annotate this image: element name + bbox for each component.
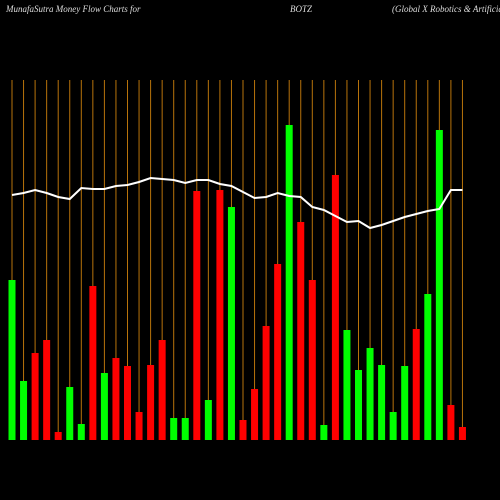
chart-title-left: MunafaSutra Money Flow Charts for <box>5 4 141 14</box>
bar <box>412 329 420 440</box>
bar <box>43 340 51 440</box>
bar <box>216 190 224 440</box>
bar <box>181 418 189 440</box>
bar <box>66 387 74 440</box>
bar <box>8 280 16 440</box>
bar <box>204 400 212 440</box>
bar <box>251 389 259 440</box>
bar <box>135 412 143 440</box>
bar <box>54 432 62 440</box>
bar <box>320 425 328 440</box>
bar <box>331 175 339 440</box>
bar <box>77 424 85 440</box>
bar <box>20 381 28 440</box>
bar <box>458 427 466 440</box>
bar <box>239 420 247 440</box>
bar <box>89 286 97 440</box>
chart-title-right: (Global X Robotics & Artificial <box>392 4 500 14</box>
bar <box>285 125 293 440</box>
bar <box>297 222 305 440</box>
bar <box>124 366 131 440</box>
bar <box>170 418 178 440</box>
bar <box>227 207 235 440</box>
bar <box>100 373 108 440</box>
bar <box>193 191 201 440</box>
bar <box>389 412 397 440</box>
bar <box>435 130 443 440</box>
bar <box>355 370 362 440</box>
bar <box>147 365 155 440</box>
bar <box>308 280 316 440</box>
bar <box>343 330 351 440</box>
bar <box>31 353 39 440</box>
bar <box>274 264 282 440</box>
bar <box>447 405 455 440</box>
bar <box>378 365 386 440</box>
bar <box>158 340 166 440</box>
bar <box>366 348 374 440</box>
chart-title-center: BOTZ <box>290 4 313 14</box>
bar <box>424 294 432 440</box>
bar <box>262 326 270 440</box>
price-line <box>11 176 463 230</box>
bar <box>401 366 409 440</box>
bar <box>112 358 120 440</box>
